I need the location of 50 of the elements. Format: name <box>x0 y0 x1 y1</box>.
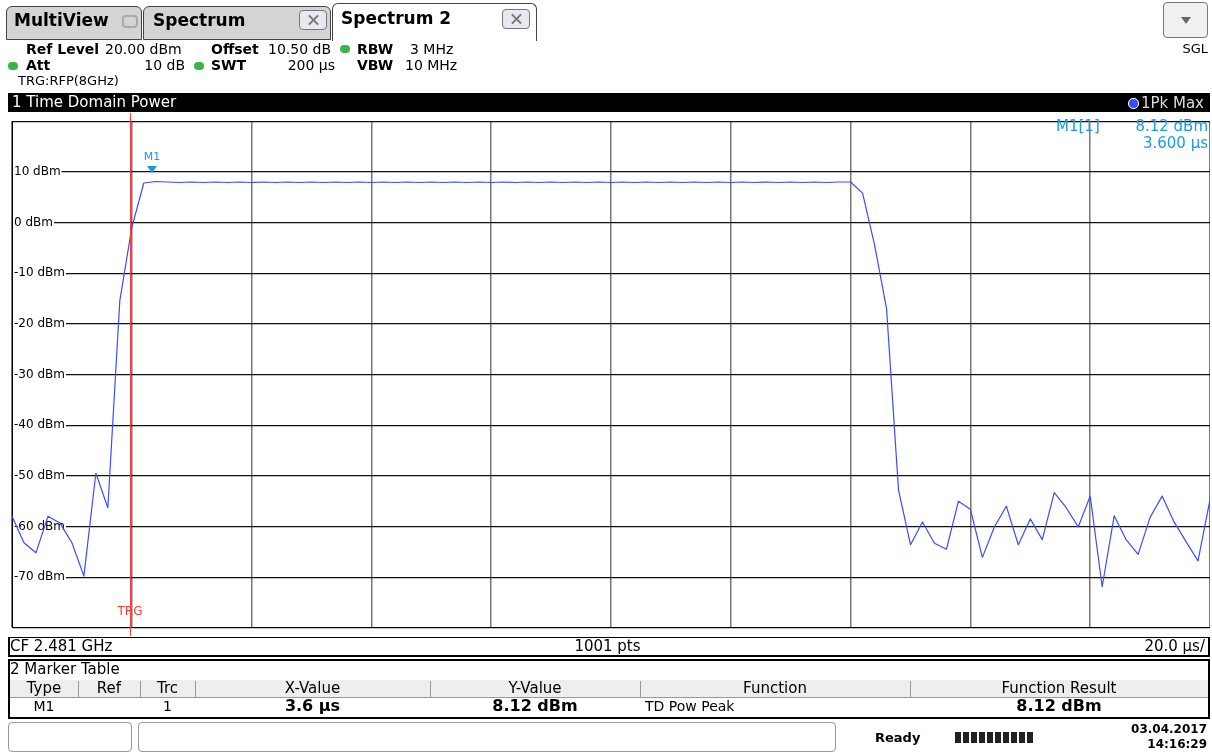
text: Function Result <box>1000 679 1118 697</box>
chart-title: 1 Time Domain Power <box>12 93 177 111</box>
text: 1 <box>162 698 173 715</box>
y-tick-label: 10 dBm <box>14 163 61 178</box>
text: Spectrum 2 <box>341 8 452 28</box>
text: 1001 pts <box>573 637 642 655</box>
text: Trc <box>155 679 179 697</box>
text: 20.0 µs/ <box>1143 637 1205 655</box>
text: 3 MHz <box>410 41 454 58</box>
text: 10 MHz <box>405 57 458 74</box>
text: CF 2.481 GHz <box>10 637 113 655</box>
text: 8.12 dBm <box>1015 696 1103 715</box>
text: Att <box>26 57 51 74</box>
text: Spectrum <box>153 10 246 30</box>
text: M1 <box>32 698 56 715</box>
text: 03.04.2017 <box>1130 722 1207 737</box>
text: VBW <box>357 57 394 74</box>
annotation: 3.600 µs <box>1141 134 1208 152</box>
text: 8.12 dBm <box>491 696 579 715</box>
y-tick-label: -50 dBm <box>14 467 65 482</box>
text: Ref <box>95 679 123 697</box>
text: 2 Marker Table <box>10 660 120 678</box>
annotation: M1 <box>142 150 162 164</box>
text: Function <box>742 679 808 697</box>
text: Offset <box>211 41 259 58</box>
y-tick-label: -10 dBm <box>14 265 65 280</box>
text: 200 µs <box>286 57 335 74</box>
text: 20.00 dBm <box>105 41 182 58</box>
text: Ref Level <box>26 41 100 58</box>
y-tick-label: -70 dBm <box>14 569 65 584</box>
text: MultiView <box>14 10 109 30</box>
annotation: 8.12 dBm <box>1134 117 1208 135</box>
text: Y-Value <box>507 679 563 697</box>
text: 14:16:29 <box>1146 737 1207 752</box>
text: 10 dB <box>143 57 185 74</box>
text: SGL <box>1181 41 1208 57</box>
y-tick-label: -20 dBm <box>14 315 65 330</box>
text: Type <box>25 679 63 697</box>
text: 10.50 dB <box>268 41 332 58</box>
y-tick-label: -40 dBm <box>14 417 65 432</box>
text: Ready <box>875 730 921 746</box>
legend-label: 1Pk Max <box>1140 94 1204 112</box>
text: RBW <box>357 41 394 58</box>
text: 3.6 µs <box>283 696 342 715</box>
y-tick-label: 0 dBm <box>14 214 53 229</box>
text: X-Value <box>283 679 342 697</box>
y-tick-label: -30 dBm <box>14 366 65 381</box>
text: TD Pow Peak <box>645 698 735 715</box>
text: SWT <box>211 57 247 74</box>
text: TRG:RFP(8GHz) <box>18 73 119 89</box>
